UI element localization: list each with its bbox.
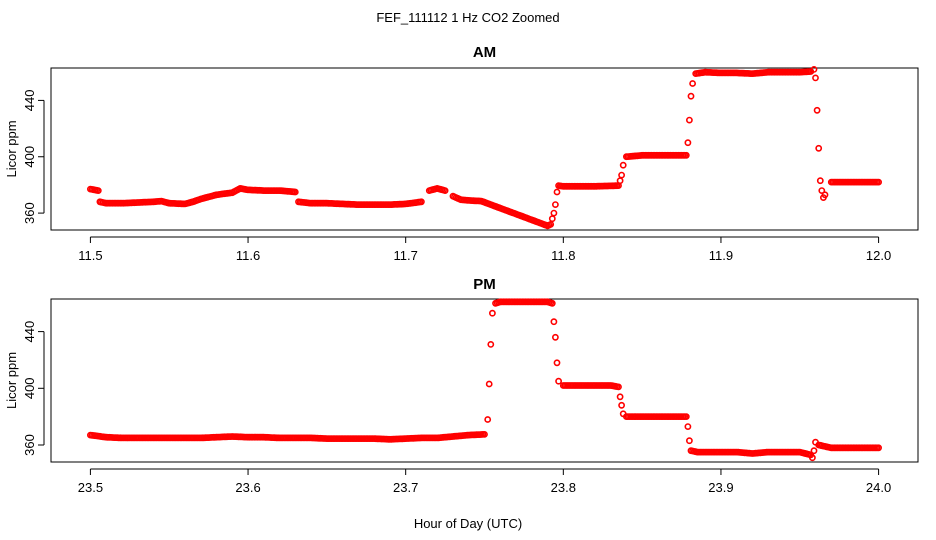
pm-data-point (809, 454, 816, 462)
pm-data-point (487, 340, 495, 348)
pm-y-axis-label: Licor ppm (4, 352, 19, 409)
am-x-axis: 11.5 11.6 11.7 11.8 11.9 12.0 (78, 236, 891, 263)
am-data-point (689, 80, 696, 87)
x-axis-label: Hour of Day (UTC) (414, 516, 522, 531)
am-x-tick-label: 11.5 (78, 248, 102, 263)
am-y-axis: 360 400 440 (22, 90, 45, 224)
am-y-tick-label: 360 (22, 202, 37, 224)
am-data-point (441, 187, 449, 194)
pm-data-point (682, 413, 690, 420)
pm-data-point (553, 359, 561, 367)
am-x-tick-label: 11.7 (394, 248, 418, 263)
pm-y-tick-label: 440 (22, 321, 37, 343)
pm-data-point (810, 447, 818, 455)
am-data-point (548, 215, 556, 223)
pm-data-point (481, 430, 488, 438)
pm-x-tick-label: 23.8 (551, 480, 576, 495)
pm-data-point (548, 299, 556, 307)
am-x-tick-label: 11.8 (551, 248, 575, 263)
pm-data-point (616, 393, 624, 401)
am-data-point (684, 139, 692, 147)
pm-panel-title: PM (473, 276, 496, 293)
am-data-point (552, 201, 559, 208)
pm-data-point (615, 383, 622, 391)
am-data-point (875, 178, 882, 186)
am-x-tick-label: 11.9 (709, 248, 733, 263)
pm-data-point (485, 380, 493, 388)
pm-data-point (488, 309, 496, 317)
pm-data-point (484, 416, 492, 423)
am-data-point (94, 187, 102, 194)
am-x-tick-label: 12.0 (866, 248, 891, 263)
am-data-point (686, 116, 693, 124)
pm-data-point (555, 377, 562, 385)
am-data-point (547, 220, 555, 228)
am-data-point (619, 161, 627, 169)
am-data-point (816, 177, 824, 185)
pm-x-tick-label: 23.9 (708, 480, 733, 495)
pm-data-point (875, 444, 882, 452)
pm-plot-frame (50, 298, 919, 463)
am-data-points (87, 66, 882, 230)
pm-data-point (552, 333, 559, 341)
am-data-point (616, 177, 624, 185)
am-data-point (618, 171, 625, 179)
am-data-point (810, 66, 818, 73)
am-data-point (291, 188, 299, 196)
am-data-point (812, 74, 819, 82)
am-y-tick-label: 400 (22, 146, 37, 168)
am-y-axis-label: Licor ppm (4, 120, 19, 177)
am-data-point (417, 198, 425, 206)
pm-data-point (684, 423, 692, 430)
pm-data-point (686, 437, 693, 445)
pm-x-tick-label: 23.6 (235, 480, 260, 495)
am-data-point (550, 209, 558, 217)
am-data-point (687, 92, 695, 100)
pm-panel: PM 23.5 23.6 23.7 23.8 23.9 24.0 360 400 440Licor… (4, 276, 919, 495)
pm-x-axis: 23.5 23.6 23.7 23.8 23.9 24.0 (78, 468, 891, 495)
pm-y-tick-label: 360 (22, 434, 37, 456)
pm-x-tick-label: 23.5 (78, 480, 103, 495)
pm-y-axis: 360 400 440 (22, 321, 45, 456)
am-panel-title: AM (473, 44, 496, 61)
am-x-tick-label: 11.6 (236, 248, 260, 263)
figure-title: FEF_111112 1 Hz CO2 Zoomed (376, 10, 559, 25)
pm-data-point (550, 318, 558, 326)
am-data-point (821, 191, 829, 199)
am-plot-frame (50, 67, 919, 231)
pm-x-tick-label: 24.0 (866, 480, 891, 495)
am-data-point (553, 188, 561, 196)
am-data-point (813, 106, 821, 114)
am-data-point (818, 187, 826, 194)
pm-data-point (618, 401, 625, 409)
am-data-point (682, 151, 690, 159)
am-y-tick-label: 440 (22, 90, 37, 112)
am-data-point (815, 144, 823, 152)
pm-y-tick-label: 400 (22, 377, 37, 399)
pm-data-points (87, 298, 882, 462)
pm-x-tick-label: 23.7 (393, 480, 418, 495)
am-panel: AM 11.5 11.6 11.7 11.8 11.9 12.0 360 400 440Licor… (4, 44, 919, 263)
